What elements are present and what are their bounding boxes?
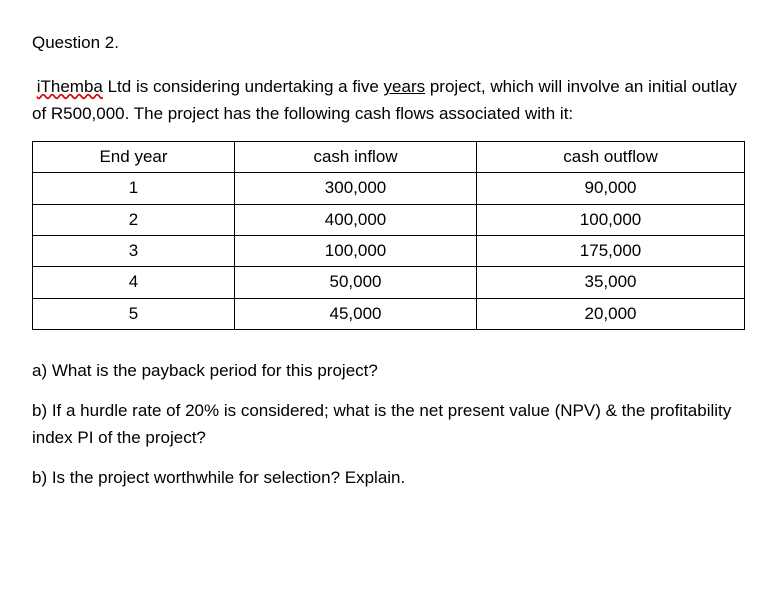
- intro-paragraph: iThemba Ltd is considering undertaking a…: [32, 74, 745, 127]
- cell-inflow: 400,000: [235, 204, 477, 235]
- question-heading: Question 2.: [32, 30, 745, 56]
- table-row: 1 300,000 90,000: [33, 173, 745, 204]
- question-c: b) Is the project worthwhile for selecti…: [32, 465, 745, 491]
- question-b: b) If a hurdle rate of 20% is considered…: [32, 398, 745, 451]
- cell-outflow: 35,000: [477, 267, 745, 298]
- intro-text-1: Ltd is considering undertaking a five: [103, 77, 384, 96]
- cell-year: 5: [33, 298, 235, 329]
- table-row: 5 45,000 20,000: [33, 298, 745, 329]
- cell-year: 2: [33, 204, 235, 235]
- cell-inflow: 300,000: [235, 173, 477, 204]
- col-header-outflow: cash outflow: [477, 142, 745, 173]
- intro-wavy-word: iThemba: [37, 77, 103, 96]
- col-header-endyear: End year: [33, 142, 235, 173]
- cell-inflow: 45,000: [235, 298, 477, 329]
- table-row: 4 50,000 35,000: [33, 267, 745, 298]
- question-a: a) What is the payback period for this p…: [32, 358, 745, 384]
- intro-underlined-word: years: [384, 77, 426, 96]
- cell-outflow: 175,000: [477, 236, 745, 267]
- cell-inflow: 50,000: [235, 267, 477, 298]
- table-row: 3 100,000 175,000: [33, 236, 745, 267]
- cell-year: 3: [33, 236, 235, 267]
- table-row: 2 400,000 100,000: [33, 204, 745, 235]
- table-header-row: End year cash inflow cash outflow: [33, 142, 745, 173]
- cell-outflow: 100,000: [477, 204, 745, 235]
- cell-outflow: 20,000: [477, 298, 745, 329]
- cell-year: 1: [33, 173, 235, 204]
- col-header-inflow: cash inflow: [235, 142, 477, 173]
- cell-year: 4: [33, 267, 235, 298]
- cashflow-table: End year cash inflow cash outflow 1 300,…: [32, 141, 745, 330]
- cell-inflow: 100,000: [235, 236, 477, 267]
- cell-outflow: 90,000: [477, 173, 745, 204]
